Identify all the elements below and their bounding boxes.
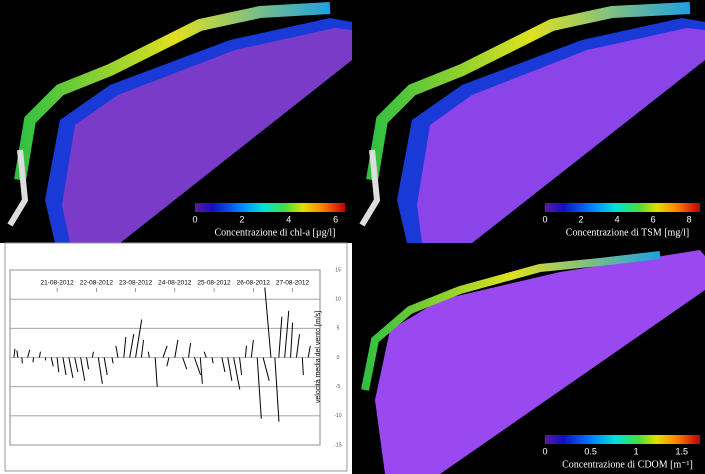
- x-tick-label: 24-08-2012: [158, 280, 192, 287]
- y-tick-label: -5: [336, 384, 341, 390]
- y-axis-label: velocità media del vento [m/s]: [315, 311, 322, 403]
- colorbar: [195, 203, 345, 212]
- y-tick-label: 0: [337, 355, 340, 361]
- colorbar-tick-label: 1: [634, 446, 639, 456]
- colorbar-label: Concentrazione di chl-a [µg/l]: [215, 227, 336, 238]
- colorbar-tick-label: 2: [579, 214, 584, 224]
- x-tick-label: 25-08-2012: [197, 280, 231, 287]
- colorbar-tick-label: 0: [542, 446, 547, 456]
- colorbar-tick-label: 0.5: [584, 446, 597, 456]
- colorbar-tick-label: 8: [687, 214, 692, 224]
- x-tick-label: 21-08-2012: [40, 280, 74, 287]
- wind-stick: [33, 358, 34, 363]
- x-tick-label: 23-08-2012: [119, 280, 153, 287]
- colorbar-label: Concentrazione di TSM [mg/l]: [566, 227, 689, 238]
- colorbar-tick-label: 6: [333, 214, 338, 224]
- y-tick-label: 10: [335, 296, 341, 302]
- y-tick-label: -15: [334, 442, 341, 448]
- colorbar: [545, 203, 700, 212]
- y-tick-label: -10: [334, 413, 341, 419]
- colorbar-tick-label: 4: [615, 214, 620, 224]
- x-tick-label: 26-08-2012: [237, 280, 271, 287]
- colorbar-tick-label: 1.5: [676, 446, 689, 456]
- colorbar: [545, 435, 700, 444]
- colorbar-label: Concentrazione di CDOM [m⁻¹]: [562, 459, 693, 470]
- colorbar-tick-label: 2: [239, 214, 244, 224]
- x-tick-label: 22-08-2012: [80, 280, 114, 287]
- colorbar-tick-label: 6: [651, 214, 656, 224]
- figure: velocità media del vento [m/s] 0 2 4 6 Conce…: [0, 0, 705, 474]
- plot-panel: [5, 243, 347, 471]
- wind-stick: [22, 358, 23, 364]
- colorbar-tick-label: 0: [542, 214, 547, 224]
- y-tick-label: 5: [337, 326, 340, 332]
- colorbar-tick-label: 0: [192, 214, 197, 224]
- colorbar-tick-label: 4: [286, 214, 291, 224]
- y-tick-label: 15: [335, 267, 341, 273]
- x-tick-label: 27-08-2012: [276, 280, 310, 287]
